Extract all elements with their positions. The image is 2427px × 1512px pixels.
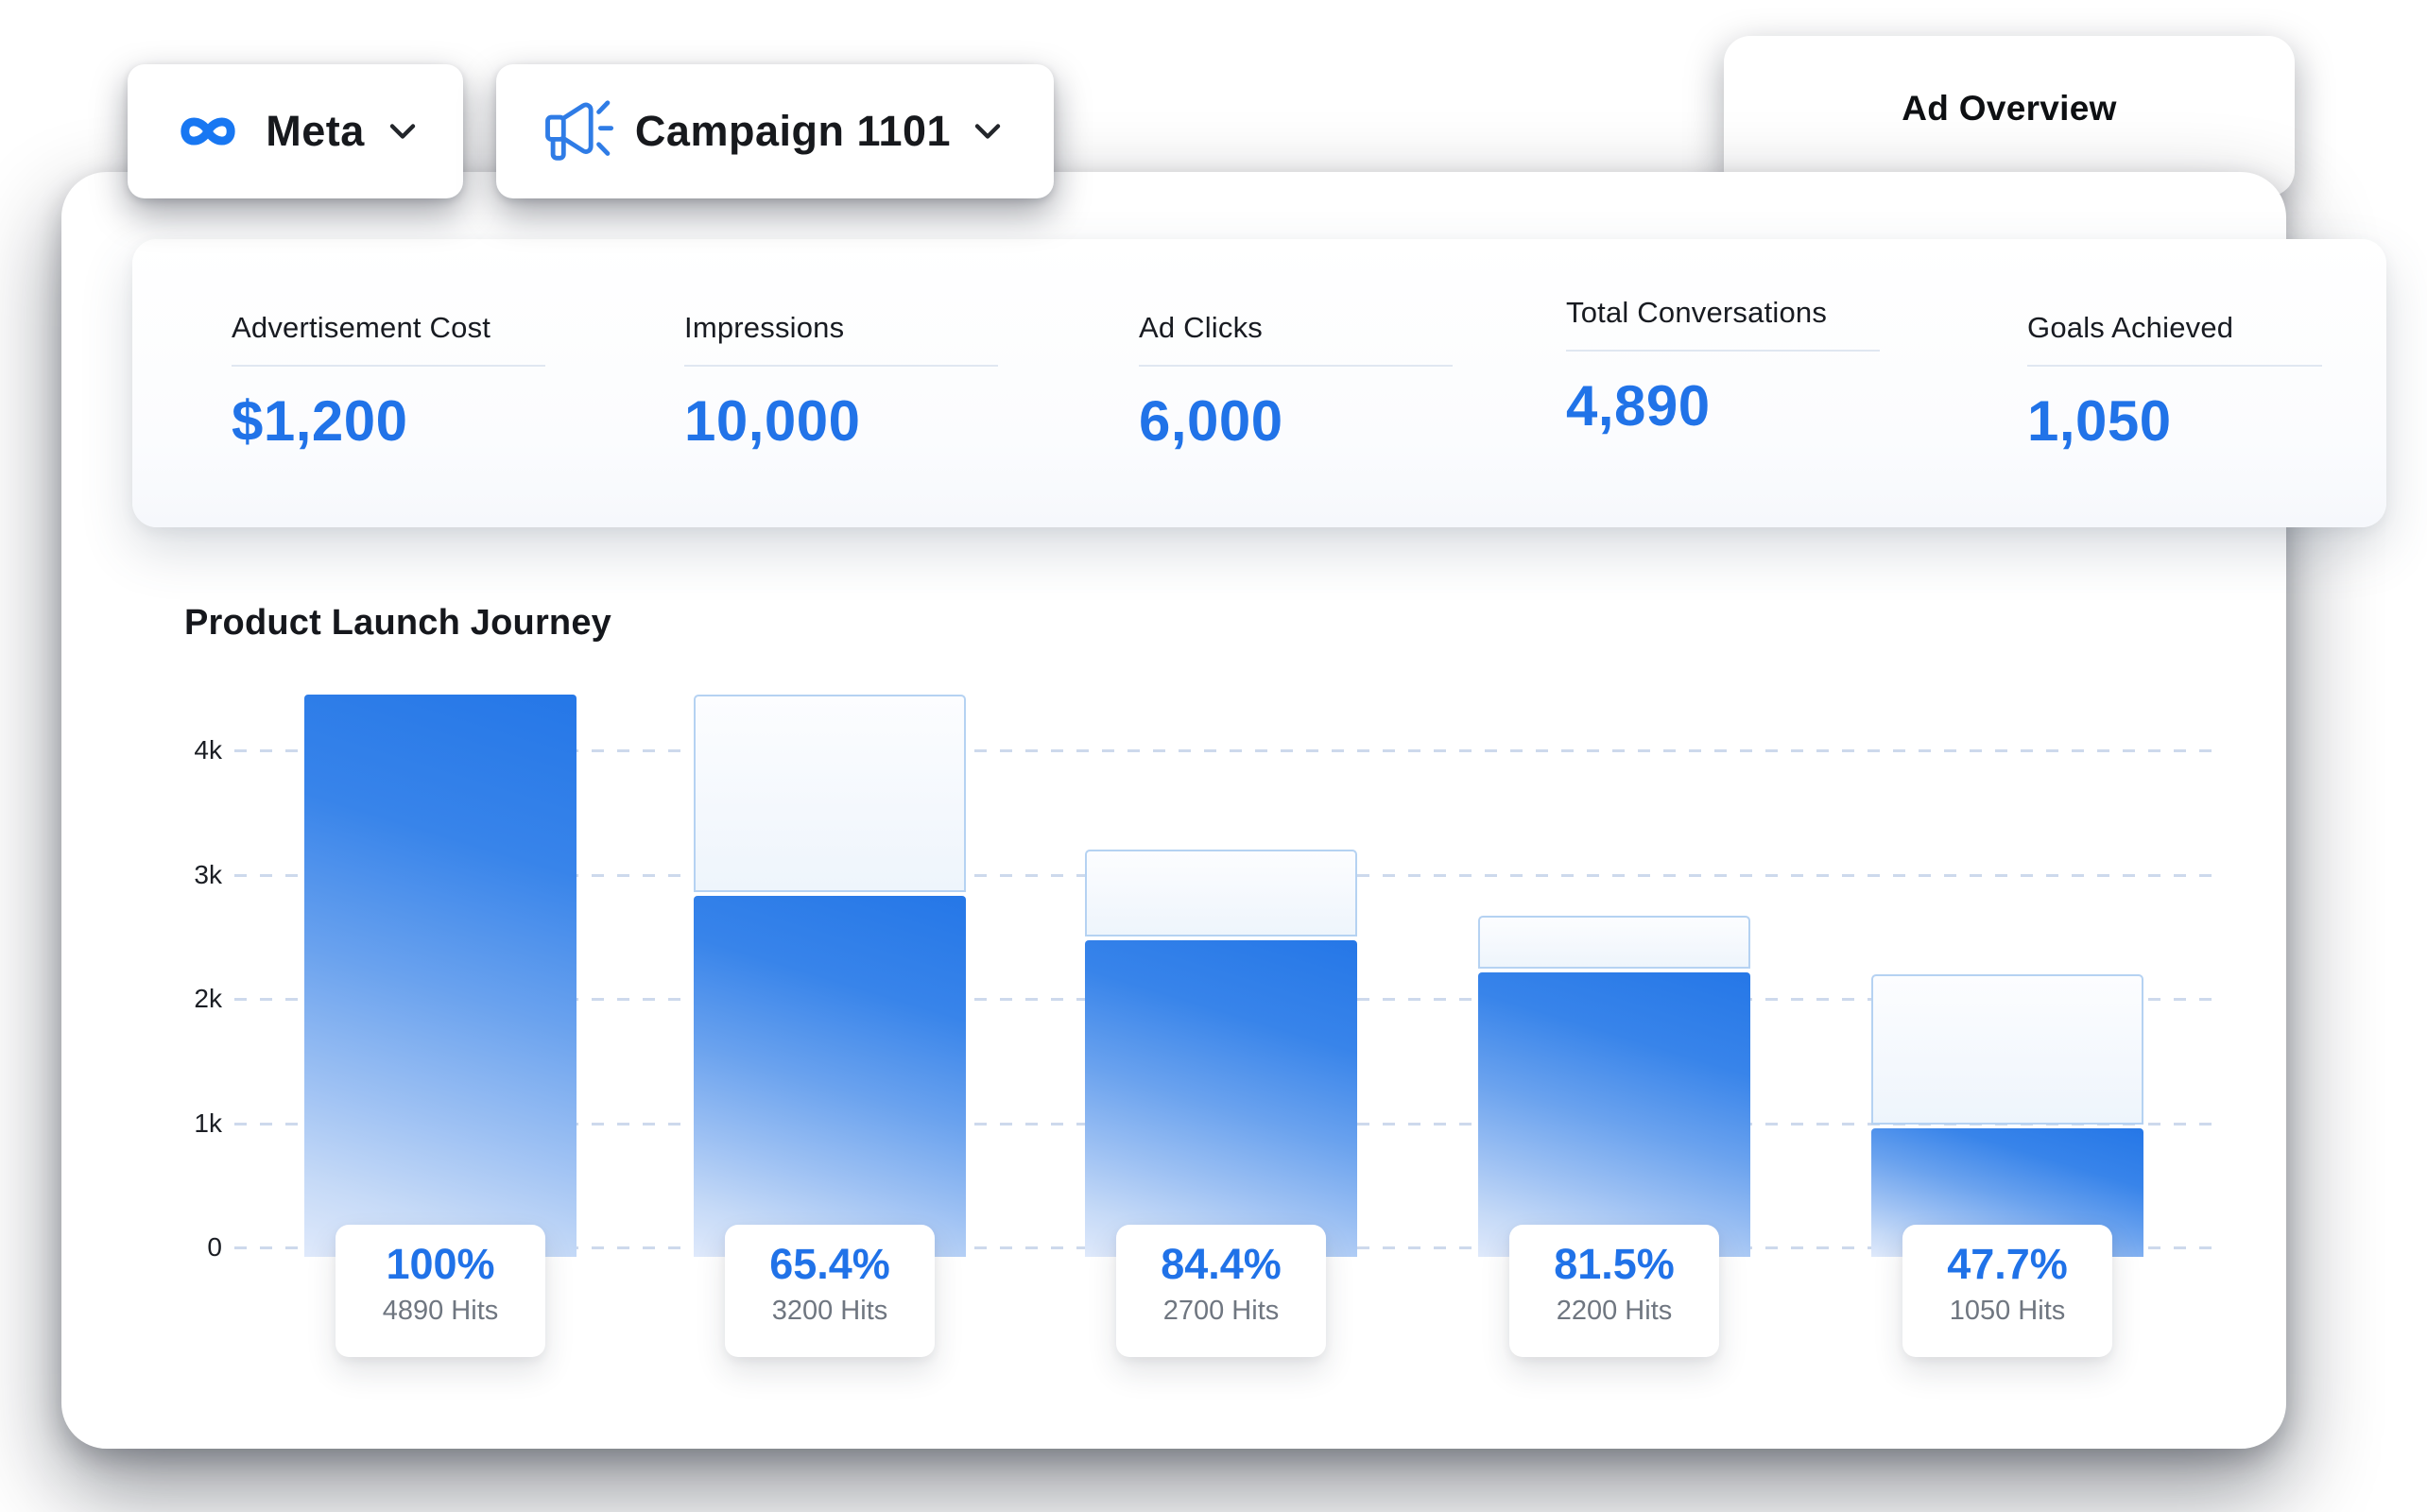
chevron-down-icon [967,111,1008,152]
stat-value: 4,890 [1566,374,1711,438]
bar-2-previous-stage-ghost [694,695,966,892]
stat-label: Ad Clicks [1139,311,1263,344]
megaphone-icon [542,94,619,168]
bar-3-hits: 2700 Hits [1162,1296,1280,1326]
bar-3-previous-stage-ghost [1085,850,1357,937]
y-tick-4k: 4k [194,735,222,765]
stat-underline [1566,350,1880,352]
bar-4-fill[interactable] [1478,972,1750,1257]
bar-5-hits: 1050 Hits [1949,1296,2066,1326]
bar-4-percentage: 81.5% [1554,1240,1675,1288]
meta-infinity-logo-icon [167,104,249,159]
bar-4-label-card: 81.5% 2200 Hits [1509,1225,1719,1357]
campaign-dropdown[interactable]: Campaign 1101 [496,64,1054,198]
stat-goals-achieved: Goals Achieved 1,050 [2027,313,2322,450]
chevron-down-icon [382,111,423,152]
chart-title: Product Launch Journey [184,603,612,643]
stat-underline [2027,365,2322,367]
bar-3-fill[interactable] [1085,940,1357,1257]
stat-label: Total Conversations [1566,296,1828,329]
platform-dropdown-label: Meta [266,107,365,155]
stat-label: Goals Achieved [2027,311,2234,344]
stat-impressions: Impressions 10,000 [684,313,998,450]
bar-2-fill[interactable] [694,895,966,1257]
stat-value: $1,200 [232,389,408,453]
campaign-dropdown-label: Campaign 1101 [634,107,952,155]
y-tick-2k: 2k [194,984,222,1014]
stat-value: 1,050 [2027,389,2172,453]
stats-summary-card: Advertisement Cost $1,200 Impressions 10,00… [132,239,2386,527]
stat-label: Impressions [684,311,845,344]
y-tick-3k: 3k [194,859,222,889]
tab-ad-overview[interactable]: Ad Overview [1724,36,2295,197]
bar-1-label-card: 100% 4890 Hits [336,1225,545,1357]
stat-value: 6,000 [1139,389,1283,453]
tab-ad-overview-label: Ad Overview [1902,89,2117,128]
stat-ad-clicks: Ad Clicks 6,000 [1139,313,1453,450]
bar-3-percentage: 84.4% [1161,1240,1282,1288]
bar-4-previous-stage-ghost [1478,916,1750,970]
bar-3-label-card: 84.4% 2700 Hits [1116,1225,1326,1357]
stat-underline [1139,365,1453,367]
stat-total-conversations: Total Conversations 4,890 [1566,298,1880,435]
stat-advertisement-cost: Advertisement Cost $1,200 [232,313,545,450]
bar-2-hits: 3200 Hits [771,1296,888,1326]
bar-2-label-card: 65.4% 3200 Hits [725,1225,935,1357]
bar-2-percentage: 65.4% [769,1240,890,1288]
platform-dropdown[interactable]: Meta [128,64,463,198]
stat-underline [684,365,998,367]
bar-1-fill[interactable] [304,695,577,1257]
stat-value: 10,000 [684,389,861,453]
bar-4-hits: 2200 Hits [1556,1296,1673,1326]
bar-5-previous-stage-ghost [1871,973,2143,1125]
stat-label: Advertisement Cost [232,311,491,344]
bar-1-hits: 4890 Hits [382,1296,499,1326]
gridline-4k [234,749,2212,753]
stat-underline [232,365,545,367]
y-tick-0: 0 [207,1232,222,1262]
bar-5-label-card: 47.7% 1050 Hits [1902,1225,2112,1357]
bar-5-percentage: 47.7% [1947,1240,2068,1288]
y-tick-1k: 1k [194,1108,222,1138]
bar-1-percentage: 100% [386,1240,495,1288]
